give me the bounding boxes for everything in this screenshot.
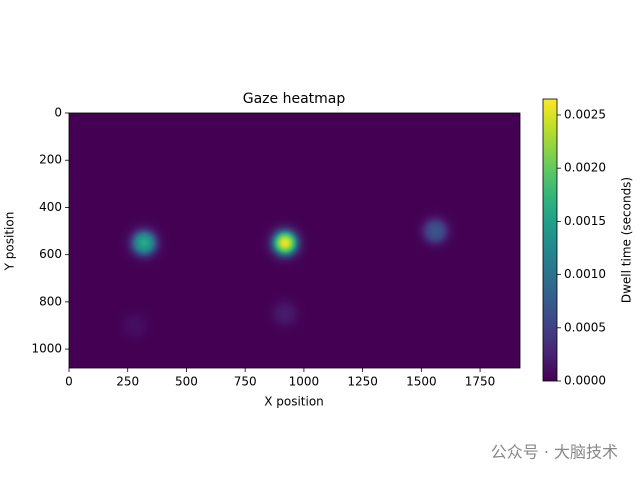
- x-tick-label: 1000: [289, 375, 320, 389]
- colorbar-tick-label: 0.0020: [564, 161, 606, 175]
- watermark: 公众号 · 大脑技术: [491, 443, 618, 462]
- heatmap-blobs: [104, 201, 466, 356]
- heatmap-blob: [255, 283, 316, 344]
- x-tick-label: 750: [234, 375, 257, 389]
- y-tick-label: 400: [39, 200, 62, 214]
- chart-title: Gaze heatmap: [243, 91, 346, 107]
- y-tick-label: 0: [54, 106, 62, 120]
- x-tick-label: 1750: [465, 375, 496, 389]
- x-tick-label: 1250: [347, 375, 378, 389]
- colorbar-label: Dwell time (seconds): [620, 177, 634, 303]
- heatmap-blob: [114, 212, 175, 273]
- colorbar-tick-label: 0.0000: [564, 374, 606, 388]
- colorbar-tick-label: 0.0010: [564, 267, 606, 281]
- colorbar: [542, 98, 558, 382]
- colorbar-tick-label: 0.0015: [564, 214, 606, 228]
- y-tick-label: 1000: [31, 342, 62, 356]
- heatmap-blob: [255, 212, 316, 273]
- x-tick-label: 0: [65, 375, 73, 389]
- x-tick-label: 250: [116, 375, 139, 389]
- heatmap-blob: [405, 201, 466, 262]
- y-tick-label: 600: [39, 247, 62, 261]
- colorbar-tick-label: 0.0005: [564, 320, 606, 334]
- heatmap-blob: [104, 295, 165, 356]
- plot-frame: [68, 112, 521, 369]
- colorbar-tick-label: 0.0025: [564, 107, 606, 121]
- y-tick-label: 200: [39, 153, 62, 167]
- x-tick-label: 1500: [406, 375, 437, 389]
- x-tick-label: 500: [175, 375, 198, 389]
- x-axis-label: X position: [264, 395, 324, 409]
- y-axis-label: Y position: [3, 212, 17, 272]
- y-tick-label: 800: [39, 294, 62, 308]
